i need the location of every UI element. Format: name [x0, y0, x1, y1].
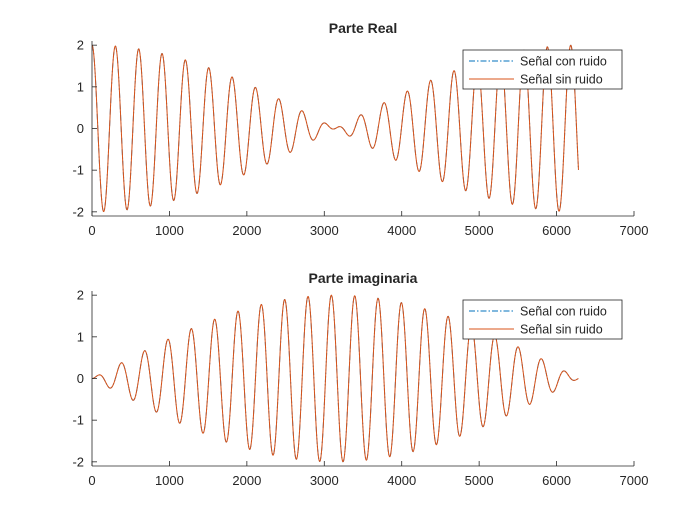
- subplot-2: 0 1000 2000 3000 4000 5000 6000 7000 -2 -1 0 1 2 Part…: [72, 270, 648, 488]
- x-tick-label: 5000: [465, 473, 494, 488]
- legend-label: Señal sin ruido: [520, 323, 603, 337]
- subplot-1: 0 1000 2000 3000 4000 5000 6000 7000 -2 -1 0 1 2 Part…: [72, 20, 648, 238]
- x-tick-label: 2000: [232, 223, 261, 238]
- chart-title: Parte Real: [329, 20, 397, 36]
- y-tick-label: -1: [72, 163, 84, 178]
- x-tick-label: 5000: [465, 223, 494, 238]
- x-tick-label: 1000: [155, 473, 184, 488]
- x-tick-label: 4000: [387, 473, 416, 488]
- legend-label: Señal con ruido: [520, 55, 607, 69]
- y-tick-label: 0: [77, 371, 84, 386]
- x-tick-label: 3000: [310, 223, 339, 238]
- y-tick-label: 2: [77, 38, 84, 53]
- x-tick-label: 4000: [387, 223, 416, 238]
- x-tick-label: 6000: [542, 473, 571, 488]
- legend-label: Señal con ruido: [520, 305, 607, 319]
- x-tick-label: 6000: [542, 223, 571, 238]
- legend-box: [462, 49, 623, 90]
- legend: Señal con ruido Señal sin ruido: [462, 299, 623, 340]
- y-tick-label: -2: [72, 204, 84, 219]
- y-tick-label: 0: [77, 121, 84, 136]
- x-tick-label: 1000: [155, 223, 184, 238]
- x-tick-label: 0: [88, 223, 95, 238]
- x-tick-label: 7000: [620, 473, 649, 488]
- y-tick-label: -1: [72, 413, 84, 428]
- x-tick-label: 2000: [232, 473, 261, 488]
- legend-box: [462, 299, 623, 340]
- x-tick-label: 7000: [620, 223, 649, 238]
- x-tick-label: 3000: [310, 473, 339, 488]
- y-tick-label: 2: [77, 288, 84, 303]
- x-tick-label: 0: [88, 473, 95, 488]
- y-tick-label: -2: [72, 454, 84, 469]
- y-tick-label: 1: [77, 329, 84, 344]
- series-line-clean: [92, 294, 579, 463]
- chart-title: Parte imaginaria: [309, 270, 418, 286]
- y-tick-label: 1: [77, 79, 84, 94]
- legend-label: Señal sin ruido: [520, 73, 603, 87]
- legend: Señal con ruido Señal sin ruido: [462, 49, 623, 90]
